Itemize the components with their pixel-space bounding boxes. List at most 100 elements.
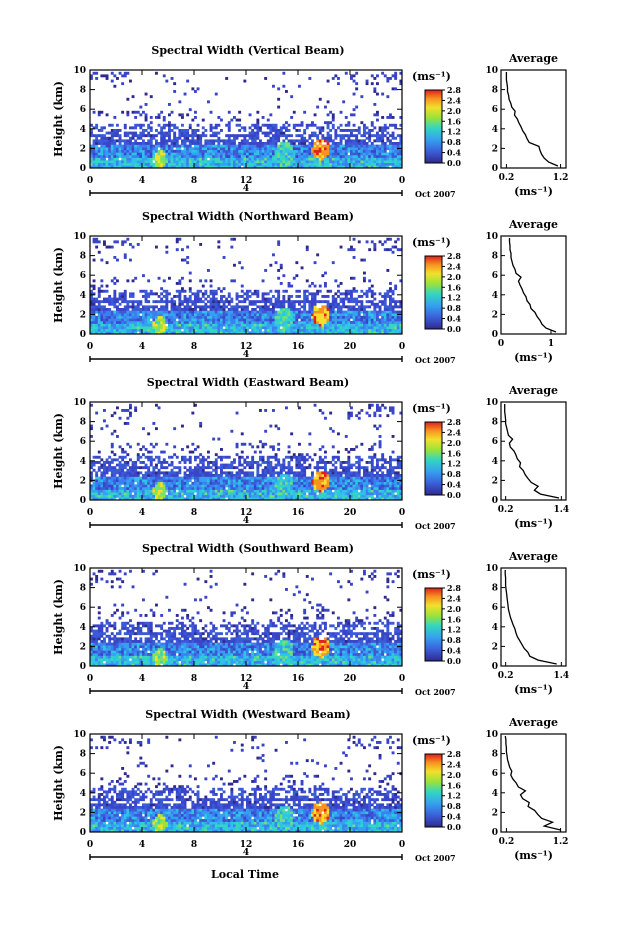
heatmap-cell: [95, 162, 99, 166]
heatmap-cell: [394, 157, 398, 161]
heatmap-cell: [149, 292, 153, 296]
heatmap-cell: [142, 139, 145, 143]
heatmap-cell: [253, 487, 257, 490]
heatmap-cell: [108, 455, 112, 459]
heatmap-cell: [162, 126, 166, 130]
heatmap-cell: [298, 142, 301, 145]
heatmap-cell: [352, 123, 356, 127]
heatmap-cell: [131, 110, 135, 114]
heatmap-cell: [92, 284, 96, 288]
heatmap-cell: [212, 300, 216, 304]
heatmap-cell: [194, 487, 197, 490]
heatmap-cell: [209, 139, 213, 143]
heatmap-cell: [157, 474, 161, 477]
heatmap-cell: [243, 305, 247, 309]
heatmap-cell: [136, 489, 140, 493]
heatmap-cell: [269, 326, 273, 330]
heatmap-cell: [308, 144, 312, 148]
heatmap-cell: [360, 165, 364, 169]
heatmap-cell: [136, 466, 140, 470]
heatmap-cell: [191, 152, 195, 156]
heatmap-cell: [170, 129, 174, 132]
heatmap-cell: [248, 476, 252, 480]
heatmap-cell: [313, 147, 317, 151]
heatmap-cell: [394, 305, 398, 309]
heatmap-cell: [170, 471, 174, 475]
heatmap-cell: [326, 162, 330, 166]
heatmap-cell: [321, 129, 325, 132]
heatmap-cell: [105, 494, 109, 498]
heatmap-cell: [292, 165, 296, 169]
heatmap-cell: [207, 326, 210, 330]
heatmap-cell: [105, 261, 109, 265]
heatmap-cell: [194, 139, 197, 143]
heatmap-cell: [292, 110, 296, 114]
heatmap-cell: [355, 323, 359, 327]
heatmap-cell: [181, 494, 184, 498]
heatmap-cell: [230, 328, 234, 332]
heatmap-cell: [248, 157, 252, 161]
heatmap-cell: [225, 144, 229, 148]
heatmap-cell: [305, 297, 309, 301]
heatmap-cell: [170, 123, 174, 127]
heatmap-cell: [352, 276, 356, 280]
heatmap-cell: [285, 492, 288, 496]
heatmap-cell: [269, 308, 273, 311]
heatmap-cell: [134, 318, 138, 322]
heatmap-cell: [105, 458, 109, 462]
heatmap-cell: [238, 123, 242, 127]
heatmap-cell: [391, 300, 395, 304]
heatmap-cell: [92, 110, 96, 114]
heatmap-cell: [282, 134, 286, 138]
heatmap-cell: [274, 310, 278, 314]
heatmap-cell: [178, 152, 182, 156]
heatmap-cell: [191, 497, 195, 501]
heatmap-cell: [334, 147, 338, 151]
heatmap-cell: [152, 479, 156, 483]
heatmap-cell: [347, 292, 351, 296]
heatmap-cell: [170, 484, 174, 488]
heatmap-cell: [103, 310, 106, 314]
heatmap-cell: [100, 279, 104, 283]
heatmap-cell: [277, 492, 281, 496]
heatmap-cell: [264, 77, 268, 80]
heatmap-cell: [178, 113, 182, 117]
heatmap-cell: [149, 461, 153, 464]
heatmap-cell: [113, 484, 117, 488]
heatmap-cell: [233, 160, 236, 164]
heatmap-cell: [149, 458, 153, 462]
heatmap-cell: [285, 406, 288, 410]
heatmap-cell: [142, 144, 145, 148]
heatmap-cell: [383, 248, 387, 252]
heatmap-cell: [222, 256, 226, 259]
heatmap-cell: [110, 476, 114, 480]
heatmap-cell: [355, 310, 359, 314]
heatmap-cell: [357, 326, 361, 330]
heatmap-cell: [188, 279, 192, 283]
heatmap-cell: [243, 152, 247, 156]
heatmap-cell: [363, 279, 366, 283]
heatmap-cell: [378, 328, 382, 332]
heatmap-cell: [155, 152, 158, 156]
heatmap-cell: [136, 481, 140, 485]
heatmap-cell: [191, 165, 195, 169]
heatmap-cell: [383, 305, 387, 309]
heatmap-cell: [316, 126, 320, 130]
heatmap-cell: [155, 313, 158, 317]
heatmap-cell: [235, 149, 239, 153]
heatmap-cell: [313, 323, 317, 327]
heatmap-cell: [139, 123, 143, 127]
heatmap-cell: [129, 494, 132, 498]
heatmap-cell: [272, 479, 275, 483]
heatmap-cell: [225, 165, 229, 169]
heatmap-cell: [350, 315, 353, 319]
heatmap-cell: [191, 468, 195, 472]
heatmap-cell: [269, 445, 273, 449]
heatmap-cell: [173, 82, 177, 86]
heatmap-cell: [201, 328, 205, 332]
heatmap-cell: [188, 160, 192, 164]
heatmap-cell: [136, 300, 140, 304]
heatmap-cell: [194, 295, 197, 298]
heatmap-cell: [100, 476, 104, 480]
heatmap-cell: [173, 466, 177, 470]
